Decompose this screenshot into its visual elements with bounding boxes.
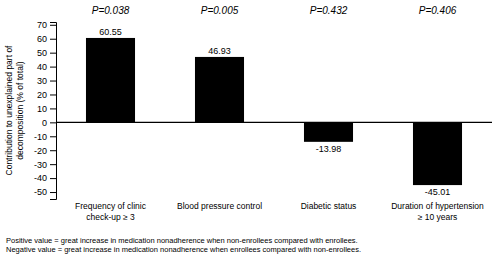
p-value: P=0.406 — [419, 5, 457, 16]
p-value: P=0.038 — [92, 5, 130, 16]
y-tick-label: 70 — [37, 20, 47, 30]
y-tick: 30 — [37, 76, 56, 86]
y-tick: -10 — [34, 132, 56, 142]
category-label: Duration of hypertension≥ 10 years — [391, 201, 484, 222]
y-tick-mark — [50, 67, 56, 68]
p-value: P=0.005 — [201, 5, 239, 16]
y-tick: 20 — [37, 90, 56, 100]
y-tick-mark — [50, 25, 56, 26]
category-label: Blood pressure control — [177, 201, 262, 211]
y-tick-mark — [50, 192, 56, 193]
y-tick-mark — [50, 108, 56, 109]
data-label: -13.98 — [316, 144, 342, 154]
y-tick-label: 10 — [37, 104, 47, 114]
category-label: Frequency of cliniccheck-up ≥ 3 — [75, 201, 147, 222]
data-label: 46.93 — [208, 46, 231, 56]
y-tick-mark — [50, 150, 56, 151]
y-tick-mark — [50, 81, 56, 82]
y-tick-mark — [50, 136, 56, 137]
y-tick: 60 — [37, 34, 56, 44]
data-label: -45.01 — [425, 187, 451, 197]
y-tick-label: 20 — [37, 90, 47, 100]
plot: -50 -40 -30 -20 -10 0 10 20 30 40 50 60 70 60.55 46.93… — [34, 20, 492, 199]
y-tick-mark — [50, 94, 56, 95]
footnote: Negative value = great increase in medic… — [6, 245, 361, 254]
footnote: Positive value = great increase in medic… — [6, 236, 358, 245]
bar — [304, 122, 353, 141]
y-tick-label: -50 — [34, 187, 47, 197]
y-axis: -50 -40 -30 -20 -10 0 10 20 30 40 50 60 70 — [34, 20, 57, 199]
y-tick-mark — [50, 178, 56, 179]
y-tick: 0 — [42, 118, 56, 128]
y-tick: 70 — [37, 20, 56, 30]
y-tick-label: -40 — [34, 173, 47, 183]
bar — [195, 57, 244, 122]
y-axis-line — [50, 23, 57, 200]
bar — [86, 38, 135, 122]
y-tick: 40 — [37, 62, 56, 72]
y-tick-mark — [50, 39, 56, 40]
y-tick-label: -30 — [34, 160, 47, 170]
y-tick: -20 — [34, 146, 56, 156]
y-tick: -30 — [34, 160, 56, 170]
data-label: 60.55 — [99, 27, 122, 37]
y-tick: 10 — [37, 104, 56, 114]
y-tick: -50 — [34, 187, 56, 197]
bars — [86, 38, 462, 185]
zero-line — [56, 122, 492, 123]
y-tick-mark — [50, 164, 56, 165]
category-label: Diabetic status — [301, 201, 357, 211]
y-tick-label: 30 — [37, 76, 47, 86]
y-tick-label: 60 — [37, 34, 47, 44]
y-tick: -40 — [34, 173, 56, 183]
bar — [413, 122, 462, 185]
y-tick-mark — [50, 122, 56, 123]
y-tick-label: 0 — [42, 118, 47, 128]
chart: -50 -40 -30 -20 -10 0 10 20 30 40 50 60 70 60.55 46.93… — [0, 0, 500, 257]
y-tick-label: 40 — [37, 62, 47, 72]
y-tick-label: -20 — [34, 146, 47, 156]
y-tick-mark — [50, 53, 56, 54]
y-tick-label: -10 — [34, 132, 47, 142]
y-axis-title: Contribution to unexplained part ofdecom… — [4, 45, 25, 176]
y-tick: 50 — [37, 48, 56, 58]
y-tick-label: 50 — [37, 48, 47, 58]
p-value: P=0.432 — [310, 5, 348, 16]
